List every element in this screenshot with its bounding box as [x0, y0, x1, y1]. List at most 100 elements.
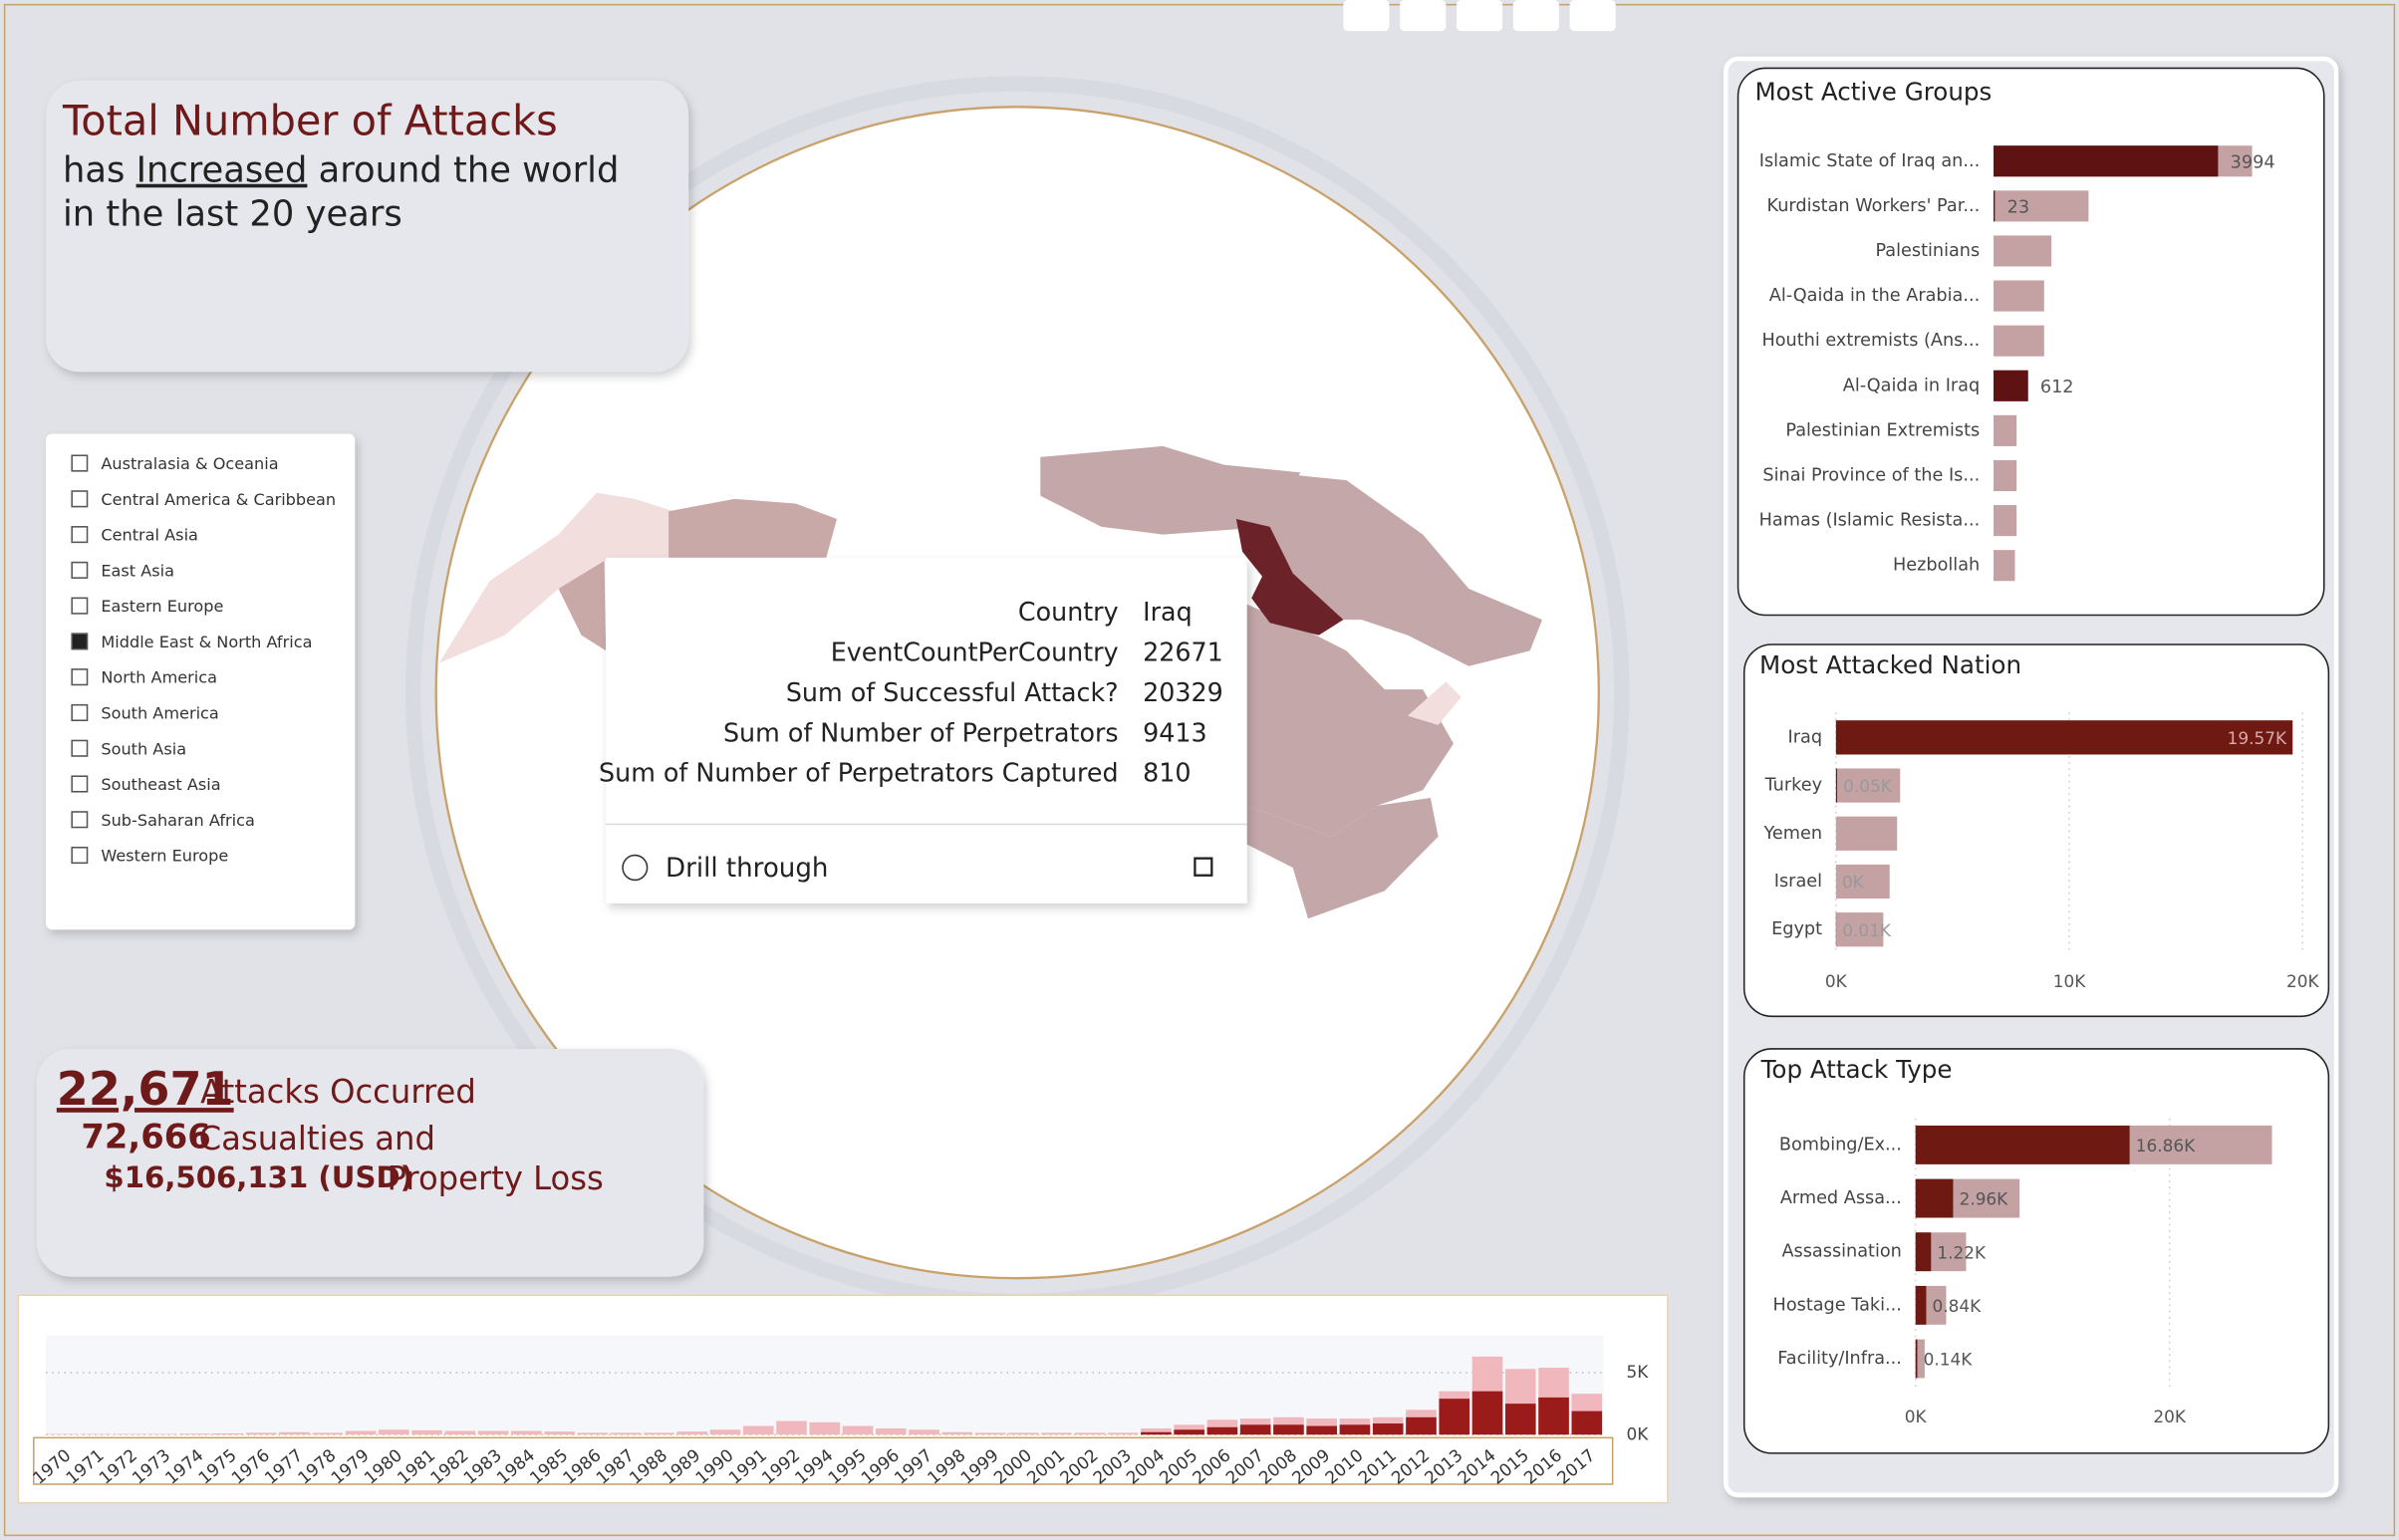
- tooltip-label: Sum of Number of Perpetrators Captured: [599, 759, 1119, 789]
- bar: [1107, 1432, 1139, 1435]
- value-label: 3994: [2231, 152, 2275, 172]
- country-selected[interactable]: [1235, 519, 1344, 636]
- filter-icon[interactable]: [1457, 0, 1503, 32]
- checkbox[interactable]: [71, 526, 89, 544]
- category-label: Armed Assa...: [1780, 1188, 1902, 1208]
- category-label: Palestinian Extremists: [1785, 420, 1980, 440]
- drill-through[interactable]: Drill through: [666, 854, 828, 884]
- bar: [1471, 1391, 1503, 1435]
- slicer-item[interactable]: Central America & Caribbean: [101, 490, 336, 509]
- slicer-item[interactable]: Southeast Asia: [101, 775, 220, 794]
- country[interactable]: [438, 492, 673, 663]
- drill-checkbox[interactable]: [1194, 857, 1213, 877]
- value-label: 1.22K: [1937, 1243, 1987, 1263]
- country[interactable]: [1246, 797, 1439, 919]
- chart-card: [1742, 643, 2330, 1018]
- bar: [279, 1431, 310, 1435]
- bar: [444, 1430, 476, 1435]
- value-label: 612: [2040, 378, 2074, 397]
- bar: [1835, 864, 1890, 899]
- value-label: 23: [2007, 197, 2029, 217]
- category-label: Houthi extremists (Ans...: [1761, 331, 1980, 351]
- checkbox[interactable]: [71, 739, 89, 757]
- slicer-list: Australasia & Oceania Central America & C…: [71, 454, 336, 866]
- country[interactable]: [1040, 445, 1301, 535]
- bar: [1835, 768, 1901, 803]
- tooltip-box: [606, 557, 1247, 903]
- slicer-item[interactable]: North America: [101, 668, 217, 687]
- bar: [1074, 1432, 1106, 1435]
- bar: [1915, 1339, 1918, 1379]
- country[interactable]: [558, 561, 607, 651]
- category-label: Islamic State of Iraq an...: [1759, 151, 1980, 171]
- checkbox[interactable]: [71, 597, 89, 615]
- bar: [1273, 1424, 1304, 1435]
- bar: [1504, 1404, 1536, 1435]
- y-tick-label: 5K: [1626, 1363, 1649, 1383]
- checkbox[interactable]: [71, 454, 89, 472]
- slicer-item[interactable]: Australasia & Oceania: [101, 454, 278, 473]
- slicer-item[interactable]: Western Europe: [101, 847, 228, 866]
- bar: [477, 1430, 509, 1435]
- bar: [1994, 370, 2028, 401]
- value-label: 0.01K: [1842, 921, 1892, 941]
- tooltip: Drill through Country Iraq EventCountPerCo…: [599, 557, 1247, 903]
- country[interactable]: [668, 498, 838, 558]
- bar: [1174, 1424, 1204, 1435]
- slicer-item[interactable]: South America: [101, 703, 218, 722]
- bar: [909, 1429, 939, 1435]
- slicer-item[interactable]: Central Asia: [101, 526, 198, 545]
- tooltip-value: Iraq: [1143, 598, 1193, 628]
- checkbox[interactable]: [71, 490, 89, 508]
- bar: [1994, 145, 2219, 177]
- more-icon[interactable]: [1569, 0, 1616, 32]
- timeline-axis-box: [33, 1436, 1614, 1485]
- bar: [1306, 1425, 1337, 1435]
- country[interactable]: [1246, 604, 1454, 837]
- bar: [1994, 190, 2089, 222]
- category-label: Turkey: [1764, 775, 1822, 795]
- summary-number: 22,671: [57, 1062, 234, 1116]
- slicer-item[interactable]: Eastern Europe: [101, 597, 223, 616]
- category-label: Israel: [1774, 872, 1822, 892]
- bar: [1835, 912, 1884, 947]
- summary-card: [36, 1048, 704, 1277]
- bar: [146, 1433, 177, 1435]
- summary-number: $16,506,131 (USD): [104, 1160, 413, 1194]
- slicer-item[interactable]: East Asia: [101, 561, 174, 580]
- map[interactable]: [438, 445, 1542, 919]
- focus-icon[interactable]: [1512, 0, 1559, 32]
- tooltip-value: 20329: [1143, 678, 1223, 708]
- checkbox[interactable]: [71, 668, 89, 686]
- pin-icon[interactable]: [1343, 0, 1390, 32]
- slicer-item[interactable]: Middle East & North Africa: [101, 633, 312, 651]
- bar: [1994, 459, 2017, 492]
- copy-icon[interactable]: [1400, 0, 1447, 32]
- bar: [1339, 1424, 1371, 1435]
- summary-text: Attacks Occurred: [200, 1073, 476, 1111]
- checkbox[interactable]: [71, 633, 89, 650]
- bar: [1915, 1125, 2130, 1164]
- x-tick-label: 20K: [2286, 972, 2319, 992]
- bar: [1206, 1426, 1238, 1435]
- tooltip-value: 9413: [1143, 718, 1206, 748]
- header-line: has Increased around the world: [63, 150, 619, 191]
- category-label: Sinai Province of the Is...: [1762, 465, 1980, 485]
- visual-toolbar[interactable]: [1343, 0, 1616, 32]
- checkbox[interactable]: [71, 561, 89, 579]
- slicer-item[interactable]: South Asia: [101, 739, 186, 758]
- checkbox[interactable]: [71, 846, 89, 865]
- checkbox[interactable]: [71, 811, 89, 829]
- checkbox[interactable]: [71, 703, 89, 722]
- bar: [1994, 280, 2044, 312]
- bar: [1994, 325, 2044, 357]
- checkbox[interactable]: [71, 775, 89, 793]
- value-label: 0.84K: [1933, 1297, 1983, 1317]
- country[interactable]: [1407, 681, 1462, 725]
- bar: [610, 1432, 642, 1435]
- chart-title: Most Attacked Nation: [1759, 650, 2021, 679]
- category-label: Al-Qaida in the Arabia...: [1769, 286, 1980, 306]
- bar: [1174, 1429, 1204, 1435]
- slicer-item[interactable]: Sub-Saharan Africa: [101, 811, 254, 830]
- category-label: Egypt: [1771, 919, 1822, 939]
